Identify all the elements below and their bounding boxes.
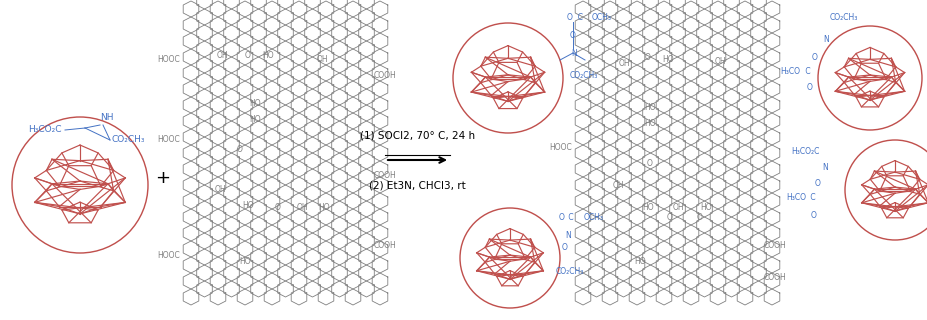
Text: HO: HO (633, 258, 645, 267)
Text: O: O (644, 53, 650, 62)
Text: (2) Et3N, CHCl3, rt: (2) Et3N, CHCl3, rt (369, 180, 465, 190)
Text: C: C (565, 213, 573, 222)
Text: OH: OH (671, 203, 683, 212)
Text: O: O (245, 51, 250, 60)
Circle shape (12, 117, 147, 253)
Text: OH: OH (316, 55, 327, 65)
Text: HO: HO (262, 51, 273, 60)
Text: C: C (572, 13, 582, 22)
Text: (1) SOCl2, 70° C, 24 h: (1) SOCl2, 70° C, 24 h (360, 130, 475, 140)
Text: H₃CO₂C: H₃CO₂C (791, 148, 819, 156)
Text: COOH: COOH (374, 70, 397, 79)
Text: N: N (821, 164, 827, 172)
Text: OCH₃: OCH₃ (583, 213, 603, 222)
Text: H₃CO: H₃CO (785, 194, 806, 203)
Text: O: O (811, 52, 817, 61)
Text: O: O (810, 211, 816, 220)
Text: OH: OH (612, 180, 623, 189)
Text: HO: HO (249, 116, 260, 124)
Circle shape (817, 26, 921, 130)
Text: N: N (570, 49, 577, 58)
Text: OH: OH (714, 58, 725, 67)
Text: O: O (814, 179, 820, 188)
Text: COOH: COOH (374, 171, 397, 180)
Text: COOH: COOH (763, 241, 786, 250)
Text: CO₂CH₃: CO₂CH₃ (569, 70, 598, 79)
Text: HO: HO (662, 55, 673, 65)
Text: HOOC: HOOC (549, 143, 571, 153)
Text: HO: HO (239, 258, 250, 267)
Text: C: C (807, 194, 815, 203)
Text: HOOC: HOOC (157, 251, 180, 260)
Text: HOOC: HOOC (157, 135, 180, 145)
Text: HO: HO (318, 203, 329, 212)
Text: OH: OH (214, 186, 225, 195)
Text: O: O (667, 213, 672, 222)
Text: O: O (236, 146, 243, 155)
Text: COOH: COOH (763, 274, 786, 283)
Text: CO₂CH₃: CO₂CH₃ (112, 135, 146, 145)
Text: HO: HO (249, 99, 260, 108)
Text: HO: HO (641, 203, 654, 212)
Text: OH: OH (617, 59, 629, 68)
Text: NH: NH (100, 114, 113, 123)
Circle shape (460, 208, 559, 308)
Text: O: O (562, 244, 567, 252)
Text: HOOC: HOOC (157, 55, 180, 65)
Text: HO: HO (643, 103, 655, 113)
Text: C: C (802, 68, 810, 76)
Text: O: O (646, 158, 653, 167)
Text: O: O (566, 13, 572, 22)
Text: HO: HO (700, 203, 711, 212)
Circle shape (452, 23, 563, 133)
Text: OCH₃: OCH₃ (591, 13, 611, 22)
Text: HO: HO (242, 201, 254, 210)
Text: O: O (569, 30, 576, 39)
Circle shape (844, 140, 927, 240)
Text: CO₂CH₃: CO₂CH₃ (555, 268, 584, 276)
Text: O: O (806, 84, 812, 92)
Text: N: N (565, 230, 570, 239)
Text: O: O (558, 213, 565, 222)
Text: HO: HO (643, 118, 655, 127)
Text: N: N (822, 36, 828, 44)
Text: OH: OH (296, 203, 308, 212)
Text: H₃CO₂C: H₃CO₂C (28, 125, 61, 134)
Text: +: + (156, 169, 171, 187)
Text: O: O (274, 203, 281, 212)
Text: CO₂CH₃: CO₂CH₃ (829, 13, 857, 22)
Text: OH: OH (216, 51, 227, 60)
Text: H₃CO: H₃CO (780, 68, 799, 76)
Text: O: O (696, 213, 702, 222)
Text: COOH: COOH (374, 241, 397, 250)
